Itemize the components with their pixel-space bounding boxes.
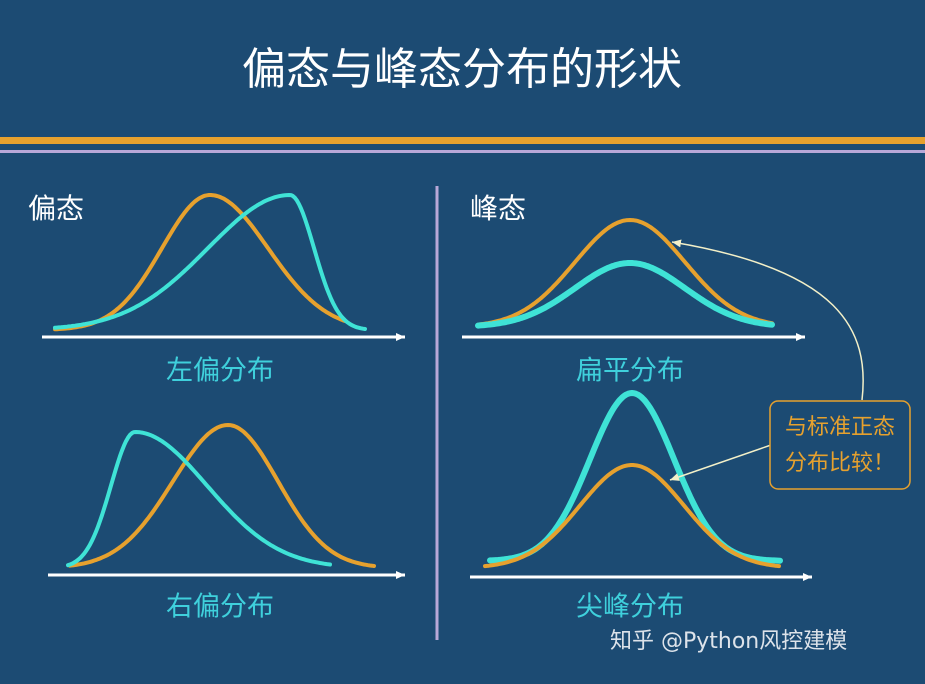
slide-title: 偏态与峰态分布的形状 [242,44,682,95]
callout-box [769,400,911,490]
callout-text: 分布比较！ [785,451,895,476]
panel-label: 左偏分布 [166,356,274,387]
watermark: 知乎 @Python风控建模 [610,629,847,654]
panel-label: 扁平分布 [576,356,684,387]
left-heading: 偏态 [28,192,84,225]
panel-label: 右偏分布 [166,592,274,623]
distribution-curve [66,430,332,568]
right-heading: 峰态 [470,192,526,225]
distribution-curve [475,260,775,329]
callout-text: 与标准正态 [785,415,895,440]
distribution-curve [68,423,376,568]
distribution-curve [476,218,774,327]
panel-label: 尖峰分布 [576,592,684,623]
orange-rule [0,137,925,144]
distribution-curve [53,193,367,331]
callout-arrow [669,444,772,481]
purple-rule [0,150,925,153]
distribution-curve [483,463,781,569]
curves [53,193,783,569]
callout-arrow [671,239,864,401]
